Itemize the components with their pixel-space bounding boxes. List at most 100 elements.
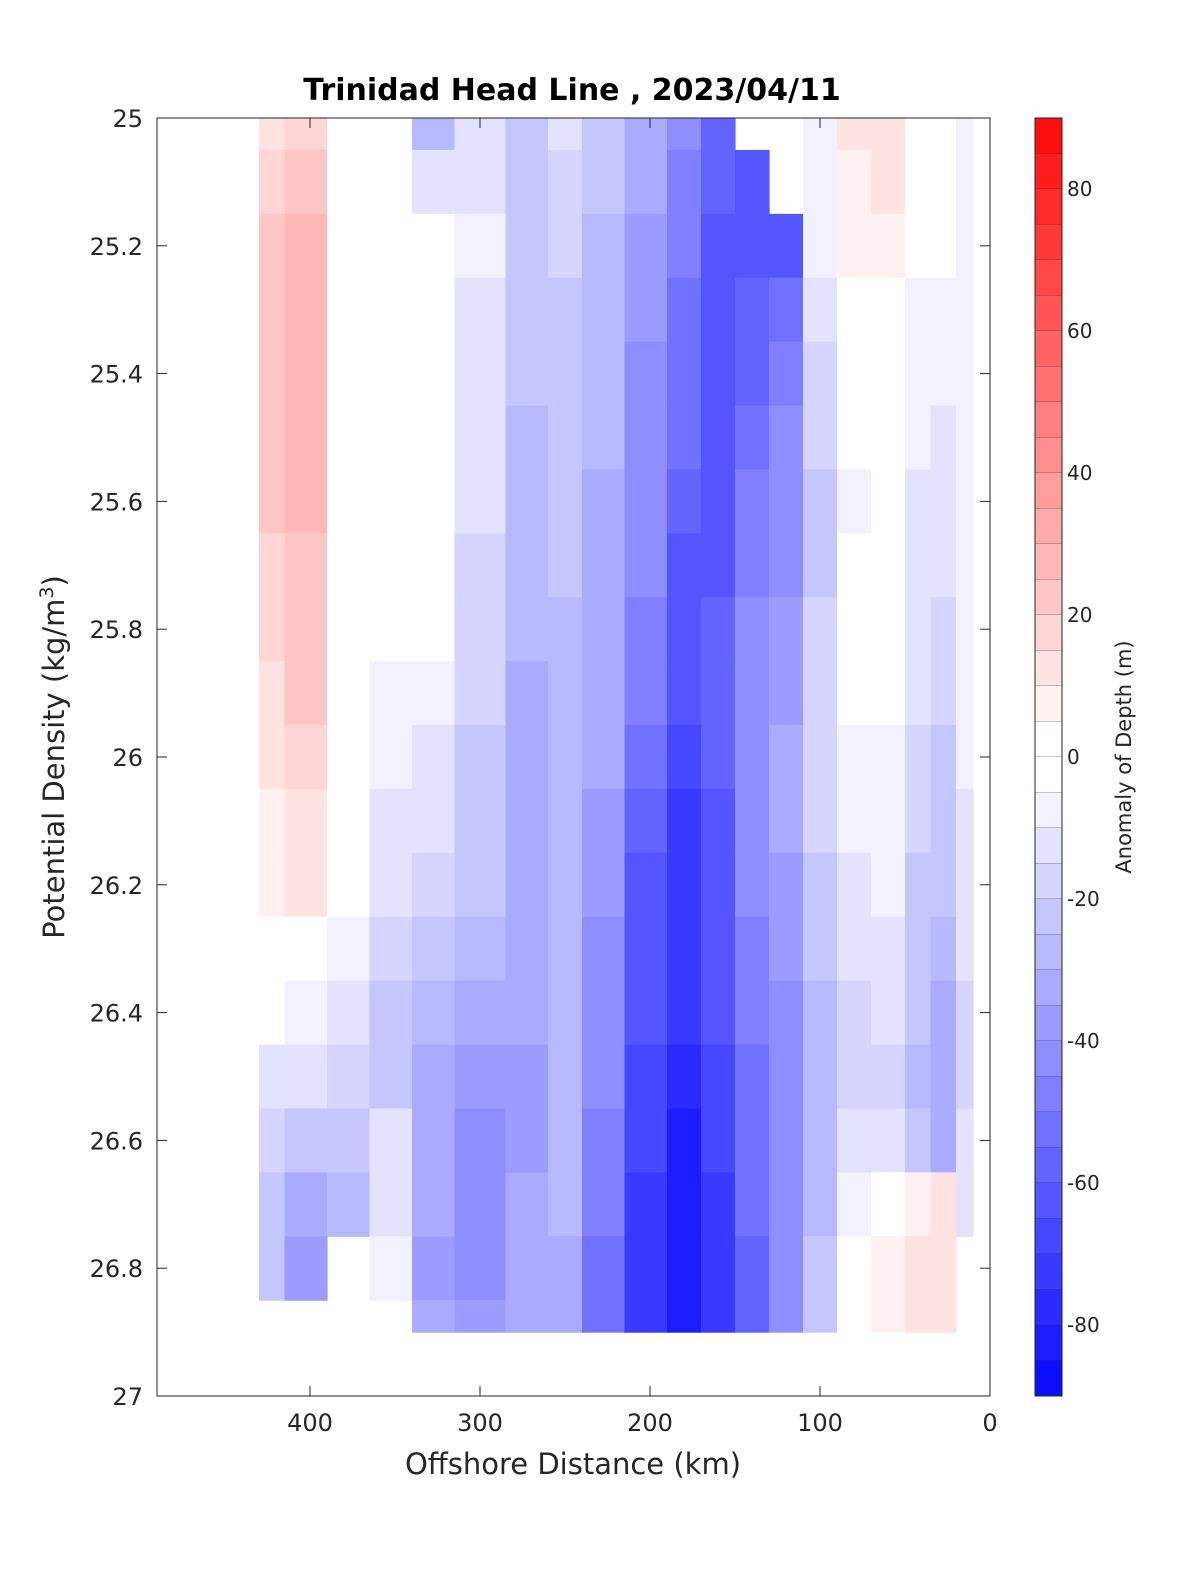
- field-cell: [667, 277, 702, 343]
- field-cell: [735, 1044, 770, 1110]
- field-cell: [369, 1108, 413, 1173]
- field-cell: [412, 725, 456, 790]
- colorbar-swatch: [1035, 366, 1062, 403]
- field-cell: [259, 341, 286, 407]
- field-cell: [803, 213, 838, 279]
- colorbar-tick-label: -80: [1067, 1313, 1100, 1337]
- field-cell: [930, 788, 957, 854]
- field-cell: [837, 1300, 872, 1333]
- x-tick-label: 300: [457, 1409, 503, 1437]
- colorbar-swatch: [1035, 828, 1062, 864]
- field-cell: [582, 597, 626, 662]
- field-cell: [837, 916, 872, 982]
- field-cell: [956, 213, 974, 279]
- field-cell: [505, 597, 549, 662]
- field-cell: [327, 277, 371, 343]
- field-cell: [505, 1108, 549, 1173]
- field-cell: [930, 725, 957, 790]
- y-axis-label: Potential Density (kg/m3): [36, 575, 71, 939]
- field-cell: [259, 277, 286, 343]
- field-cell: [548, 1044, 583, 1110]
- field-cell: [284, 118, 328, 151]
- field-cell: [582, 213, 626, 279]
- field-cell: [871, 980, 906, 1046]
- field-cell: [548, 149, 583, 215]
- field-cell: [454, 597, 507, 662]
- field-cell: [412, 788, 456, 854]
- field-cell: [871, 341, 906, 407]
- field-cell: [930, 597, 957, 662]
- field-cell: [505, 213, 549, 279]
- colorbar-swatch: [1035, 1254, 1062, 1290]
- field-cell: [905, 1172, 932, 1237]
- field-cell: [735, 661, 770, 726]
- field-cell: [905, 1044, 932, 1110]
- field-cell: [803, 1108, 838, 1173]
- field-cell: [667, 341, 702, 407]
- field-cell: [259, 405, 286, 471]
- field-cell: [837, 980, 872, 1046]
- field-cell: [803, 149, 838, 215]
- field-cell: [327, 916, 371, 982]
- field-cell: [284, 1236, 328, 1301]
- field-cell: [930, 1236, 957, 1301]
- field-cell: [956, 149, 974, 215]
- field-cell: [803, 533, 838, 598]
- y-axis: 25 25.2 25.4 25.6 25.8 26 26.2 26.4 26.6 26.8 27: [90, 105, 990, 1411]
- field-cell: [871, 469, 906, 534]
- colorbar-tick-label: 80: [1067, 177, 1092, 201]
- field-cell: [284, 916, 328, 982]
- field-cell: [454, 788, 507, 854]
- field-cell: [837, 1172, 872, 1237]
- field-cell: [412, 469, 456, 534]
- field-cell: [930, 661, 957, 726]
- field-cell: [624, 213, 668, 279]
- colorbar-swatch: [1035, 295, 1062, 332]
- field-cell: [548, 405, 583, 471]
- field-cell: [803, 277, 838, 343]
- y-tick-label: 26.2: [90, 872, 143, 900]
- field-cell: [369, 341, 413, 407]
- field-cell: [769, 916, 804, 982]
- field-cell: [505, 852, 549, 918]
- field-cell: [327, 852, 371, 918]
- field-cell: [624, 1108, 668, 1173]
- field-cell: [667, 852, 702, 918]
- field-cell: [803, 852, 838, 918]
- field-cell: [624, 1172, 668, 1237]
- field-cell: [284, 533, 328, 598]
- field-cell: [871, 213, 906, 279]
- field-cell: [667, 1044, 702, 1110]
- field-cell: [284, 852, 328, 918]
- field-cell: [624, 916, 668, 982]
- field-cell: [582, 1108, 626, 1173]
- colorbar-tick-label: -20: [1067, 887, 1100, 911]
- field-cell: [769, 469, 804, 534]
- field-cell: [905, 405, 932, 471]
- field-cell: [769, 788, 804, 854]
- colorbar-swatch: [1035, 757, 1062, 793]
- field-cell: [837, 341, 872, 407]
- field-cell: [667, 405, 702, 471]
- field-cell: [454, 1236, 507, 1301]
- colorbar-swatch: [1035, 1325, 1062, 1361]
- chart-title: Trinidad Head Line , 2023/04/11: [303, 73, 840, 108]
- colorbar-swatch: [1035, 437, 1062, 474]
- field-cell: [454, 1172, 507, 1237]
- y-tick-label: 26: [112, 744, 143, 772]
- field-cell: [667, 1108, 702, 1173]
- field-cell: [905, 597, 932, 662]
- field-cell: [369, 916, 413, 982]
- field-cell: [412, 852, 456, 918]
- colorbar-swatch: [1035, 1041, 1062, 1077]
- field-cell: [735, 469, 770, 534]
- field-cell: [548, 1236, 583, 1301]
- field-cell: [769, 277, 804, 343]
- field-cell: [548, 1108, 583, 1173]
- colorbar-swatch: [1035, 934, 1062, 971]
- colorbar-tick-label: 20: [1067, 603, 1092, 627]
- field-cell: [548, 980, 583, 1046]
- field-cell: [548, 213, 583, 279]
- field-cell: [667, 149, 702, 215]
- field-cell: [548, 1172, 583, 1237]
